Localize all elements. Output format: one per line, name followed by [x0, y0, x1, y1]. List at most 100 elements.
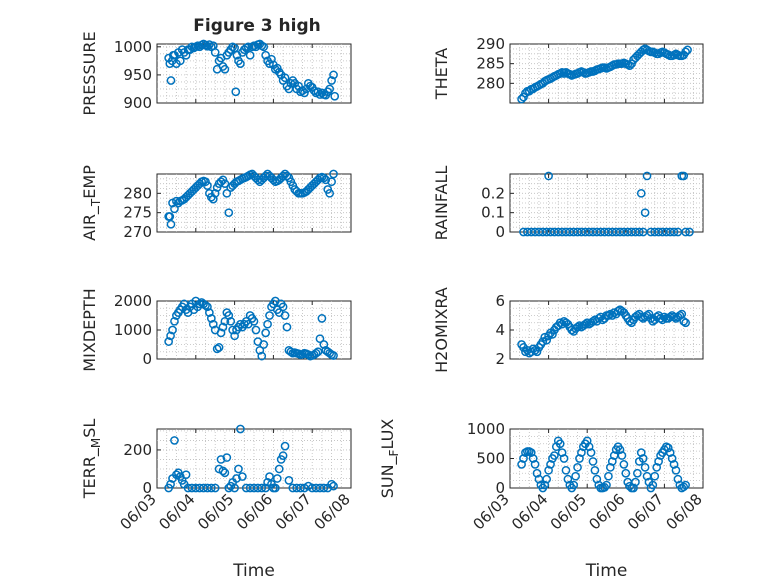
data-point: [269, 175, 278, 185]
data-point: [172, 196, 181, 206]
data-point: [548, 330, 557, 339]
data-point: [517, 460, 526, 469]
data-point: [636, 448, 646, 457]
data-point: [613, 306, 623, 316]
data-point: [615, 445, 625, 454]
data-point: [629, 483, 638, 493]
data-point: [557, 448, 567, 457]
data-point: [683, 45, 692, 55]
data-point: [170, 436, 179, 445]
data-point: [582, 318, 592, 328]
data-point: [663, 443, 673, 453]
data-point: [642, 171, 652, 181]
y-tick-label: 2000: [114, 292, 152, 310]
data-point: [255, 345, 265, 355]
data-point: [203, 302, 212, 312]
data-point: [205, 40, 214, 49]
data-point: [621, 468, 631, 478]
y-tick-label: 285: [476, 55, 505, 73]
data-point: [263, 319, 272, 329]
y-axis-label: H2OMIXRA: [432, 287, 451, 373]
data-point: [681, 227, 690, 237]
data-point: [220, 468, 230, 478]
data-point: [284, 476, 294, 485]
figure-title: Figure 3 high: [193, 16, 321, 36]
data-point: [220, 316, 230, 326]
data-point: [218, 322, 228, 332]
y-tick-label: 4: [495, 321, 505, 339]
x-tick-label: 06/05: [194, 490, 237, 533]
data-point: [625, 61, 635, 70]
data-point: [679, 171, 689, 181]
data-point: [573, 322, 582, 332]
y-tick-label: 900: [123, 94, 152, 112]
x-tick-label: 06/05: [547, 490, 590, 533]
data-point: [327, 177, 336, 187]
data-point: [633, 468, 642, 478]
data-point: [669, 312, 679, 322]
data-point: [327, 76, 336, 85]
data-point: [521, 347, 530, 357]
data-point: [665, 448, 675, 457]
data-point: [208, 194, 218, 204]
data-point: [201, 301, 210, 310]
data-point: [166, 479, 175, 489]
data-point: [544, 171, 553, 181]
data-point: [210, 188, 220, 198]
data-point: [245, 50, 255, 60]
y-tick-label: 1000: [114, 321, 152, 339]
y-tick-label: 500: [476, 450, 505, 468]
data-point: [278, 171, 288, 181]
data-point: [166, 76, 176, 85]
y-tick-label: 280: [123, 184, 152, 202]
data-point: [317, 314, 327, 323]
data-point: [679, 482, 689, 492]
data-point: [278, 302, 288, 312]
data-point: [280, 441, 290, 451]
mixdepth-panel: 0 1000 2000 MIXDEPTH: [80, 288, 352, 372]
data-point: [212, 344, 222, 354]
data-point: [606, 463, 615, 472]
data-point: [530, 460, 540, 469]
data-point: [315, 334, 325, 344]
data-point: [325, 84, 335, 94]
data-point: [592, 474, 602, 484]
data-point: [261, 50, 270, 60]
data-point: [203, 181, 212, 190]
data-point: [278, 451, 288, 460]
data-point: [631, 477, 640, 487]
data-point: [685, 227, 694, 237]
y-tick-label: 0: [142, 479, 152, 497]
data-point: [606, 309, 615, 319]
data-point: [540, 480, 550, 490]
data-point: [272, 474, 282, 483]
y-tick-label: 0: [495, 479, 505, 497]
y-tick-label: 0.1: [481, 204, 505, 222]
y-axis-label: PRESSURE: [80, 31, 99, 115]
x-tick-label: 06/04: [508, 490, 551, 533]
data-point: [607, 457, 617, 466]
data-point: [267, 54, 276, 64]
data-point: [253, 175, 263, 185]
data-point: [640, 208, 650, 218]
data-point: [644, 309, 654, 319]
pressure-panel: 900 950 1000 PRESSURE: [80, 31, 352, 116]
data-point: [667, 454, 677, 463]
y-axis-label: RAINFALL: [432, 166, 451, 241]
data-point: [206, 314, 216, 323]
y-tick-label: 1000: [114, 38, 152, 56]
data-point: [602, 480, 611, 490]
data-point: [582, 436, 592, 446]
data-point: [329, 481, 338, 491]
data-point: [546, 460, 555, 469]
x-tick-label: 06/07: [272, 490, 315, 533]
rainfall-panel: 00.1 0.2 RAINFALL: [432, 166, 704, 241]
data-point: [234, 464, 243, 474]
data-point: [617, 451, 627, 460]
data-point: [625, 316, 635, 326]
data-point: [575, 454, 584, 463]
x-tick-label: 06/07: [624, 490, 667, 533]
data-point: [232, 474, 241, 483]
data-point: [236, 59, 245, 69]
